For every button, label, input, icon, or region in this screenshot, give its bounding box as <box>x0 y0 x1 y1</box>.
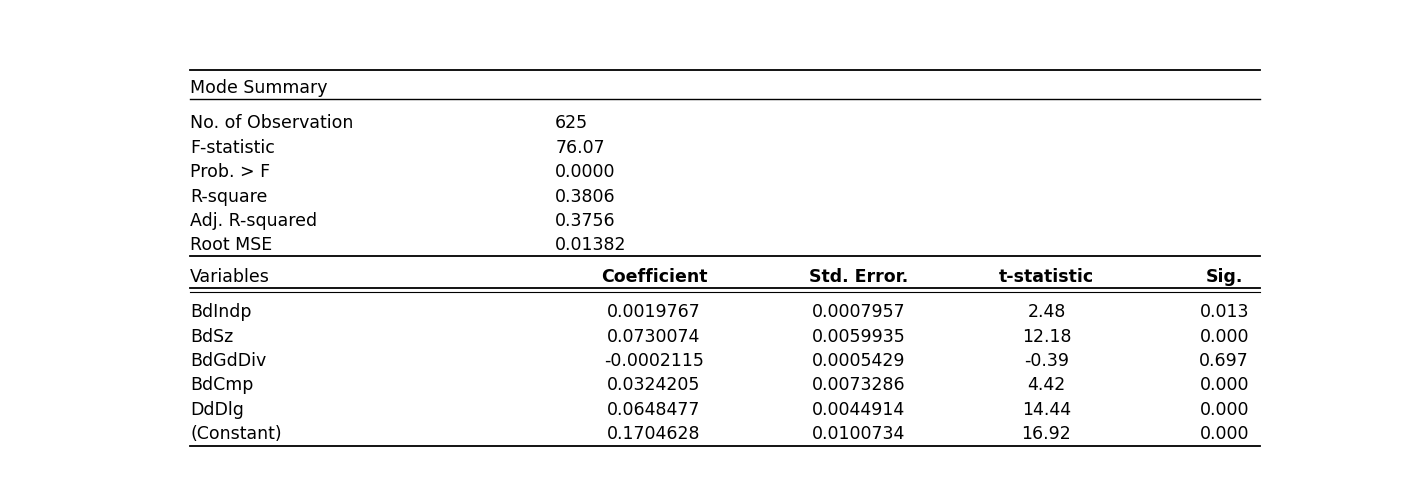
Text: 0.000: 0.000 <box>1200 376 1249 394</box>
Text: Mode Summary: Mode Summary <box>190 79 327 97</box>
Text: 0.0730074: 0.0730074 <box>607 327 700 346</box>
Text: BdCmp: BdCmp <box>190 376 253 394</box>
Text: Sig.: Sig. <box>1206 268 1242 286</box>
Text: 0.0324205: 0.0324205 <box>607 376 700 394</box>
Text: 0.013: 0.013 <box>1200 303 1249 321</box>
Text: 12.18: 12.18 <box>1022 327 1071 346</box>
Text: 0.0059935: 0.0059935 <box>812 327 906 346</box>
Text: Root MSE: Root MSE <box>190 236 272 254</box>
Text: R-square: R-square <box>190 187 267 205</box>
Text: 0.0005429: 0.0005429 <box>812 352 906 370</box>
Text: 16.92: 16.92 <box>1022 425 1071 443</box>
Text: 0.0044914: 0.0044914 <box>812 401 906 419</box>
Text: Coefficient: Coefficient <box>600 268 708 286</box>
Text: 625: 625 <box>555 114 589 132</box>
Text: t-statistic: t-statistic <box>999 268 1094 286</box>
Text: F-statistic: F-statistic <box>190 139 275 157</box>
Text: 0.000: 0.000 <box>1200 425 1249 443</box>
Text: 0.3806: 0.3806 <box>555 187 616 205</box>
Text: 14.44: 14.44 <box>1022 401 1071 419</box>
Text: 0.697: 0.697 <box>1200 352 1249 370</box>
Text: Std. Error.: Std. Error. <box>809 268 908 286</box>
Text: 0.0073286: 0.0073286 <box>812 376 906 394</box>
Text: BdIndp: BdIndp <box>190 303 252 321</box>
Text: -0.39: -0.39 <box>1024 352 1068 370</box>
Text: 0.3756: 0.3756 <box>555 212 616 230</box>
Text: 0.000: 0.000 <box>1200 327 1249 346</box>
Text: 2.48: 2.48 <box>1027 303 1065 321</box>
Text: 4.42: 4.42 <box>1027 376 1065 394</box>
Text: 76.07: 76.07 <box>555 139 604 157</box>
Text: 0.0100734: 0.0100734 <box>812 425 906 443</box>
Text: DdDlg: DdDlg <box>190 401 243 419</box>
Text: Variables: Variables <box>190 268 270 286</box>
Text: 0.0000: 0.0000 <box>555 163 616 181</box>
Text: Adj. R-squared: Adj. R-squared <box>190 212 317 230</box>
Text: Prob. > F: Prob. > F <box>190 163 270 181</box>
Text: 0.0019767: 0.0019767 <box>607 303 700 321</box>
Text: -0.0002115: -0.0002115 <box>604 352 703 370</box>
Text: 0.000: 0.000 <box>1200 401 1249 419</box>
Text: No. of Observation: No. of Observation <box>190 114 354 132</box>
Text: 0.0007957: 0.0007957 <box>812 303 906 321</box>
Text: 0.01382: 0.01382 <box>555 236 627 254</box>
Text: BdSz: BdSz <box>190 327 233 346</box>
Text: 0.0648477: 0.0648477 <box>607 401 700 419</box>
Text: (Constant): (Constant) <box>190 425 282 443</box>
Text: BdGdDiv: BdGdDiv <box>190 352 266 370</box>
Text: 0.1704628: 0.1704628 <box>607 425 700 443</box>
